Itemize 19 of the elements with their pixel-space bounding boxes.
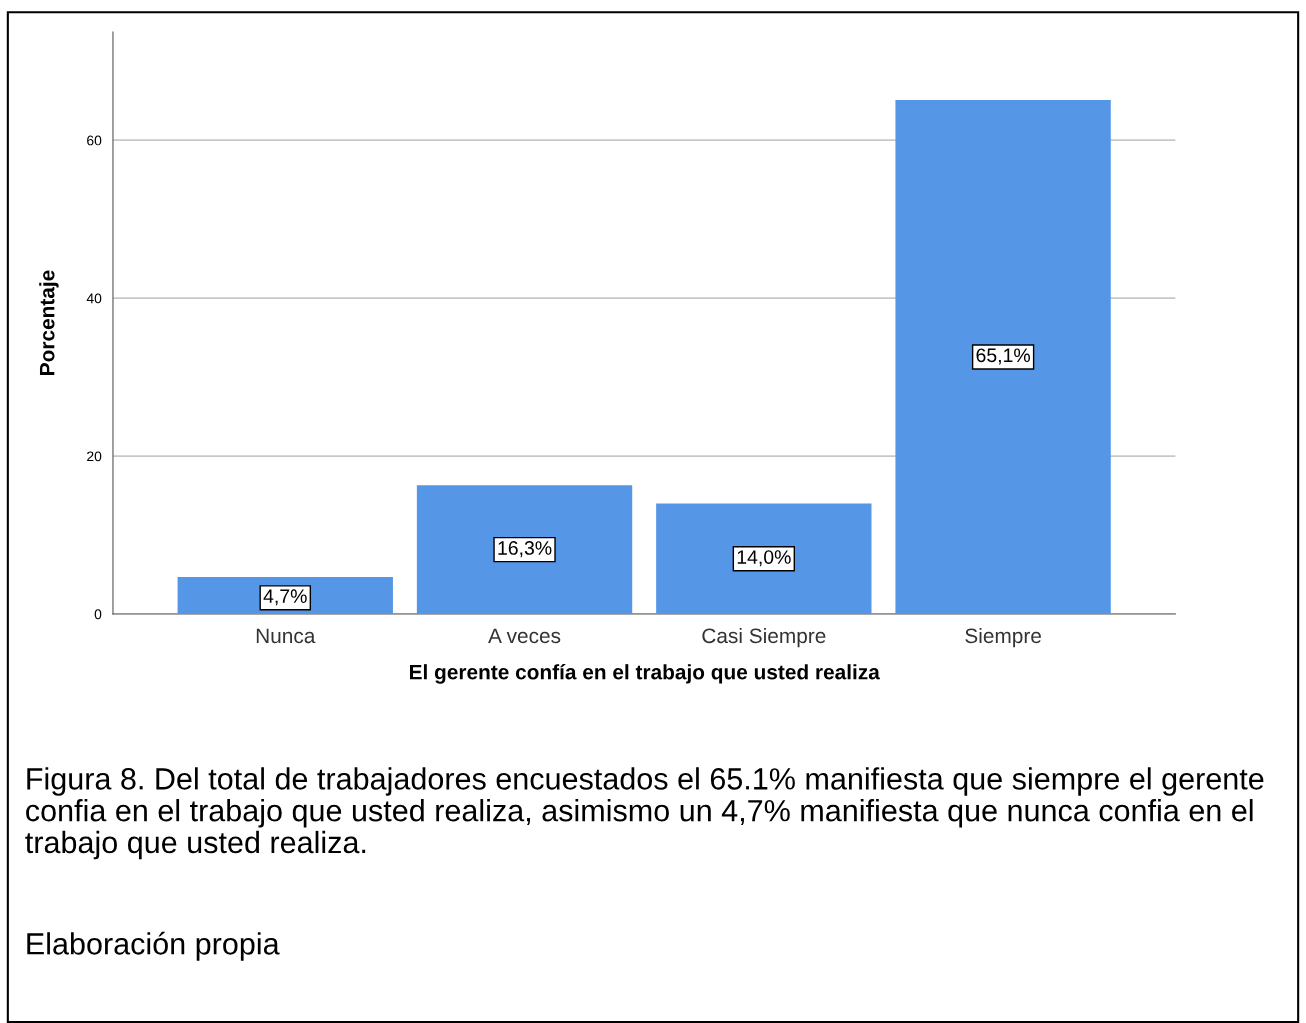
x-tick-label: Siempre [965,627,1041,648]
x-tick-label: Nunca [256,628,316,644]
data-label: 16,3% [498,541,552,558]
bar [416,485,633,614]
x-axis-title: El gerente confía en el trabajo que usted realiza [410,663,880,684]
data-label: 14,0% [737,550,791,567]
bar [656,503,872,614]
y-axis-title: Porcentaje [39,270,59,375]
data-label: 65,1% [976,348,1030,365]
x-tick-label: Casi Siempre [702,627,826,648]
y-tick-label: 0 [94,609,102,620]
y-tick-label: 20 [87,451,102,462]
text: Elaboración propia [27,931,280,961]
text: Figura 8. Del total de trabajadores encuestados el 65.1% manifiesta que siempre el gerente confia en el trabajo que usted realiza, asimismo un 4,7% manifiesta que nunca confia en el trabajo que usted realiza. [25,767,1264,860]
data-label: 4,7% [263,589,307,606]
bar [895,99,1111,614]
x-tick-label: A veces [488,628,561,644]
y-tick-label: 60 [87,135,102,146]
y-tick-label: 40 [86,293,102,304]
